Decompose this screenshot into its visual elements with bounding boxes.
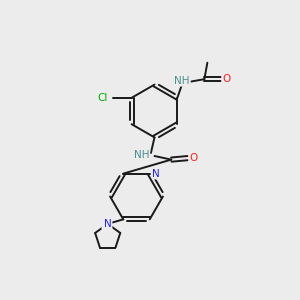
- Text: N: N: [152, 169, 160, 178]
- Text: NH: NH: [174, 76, 190, 86]
- Text: O: O: [222, 74, 230, 84]
- Text: O: O: [189, 153, 197, 163]
- Text: Cl: Cl: [97, 93, 108, 103]
- Text: N: N: [102, 219, 110, 229]
- Text: NH: NH: [134, 150, 149, 161]
- Text: N: N: [104, 219, 112, 229]
